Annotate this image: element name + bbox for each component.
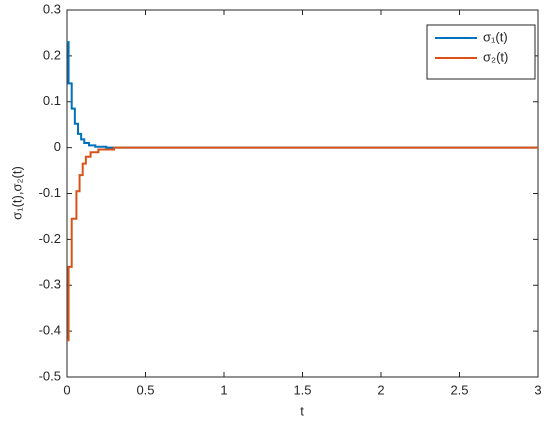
y-tick-label: 0.1 <box>43 93 61 108</box>
legend-label: σ₁(t) <box>483 29 508 44</box>
y-tick-label: 0 <box>54 139 61 154</box>
x-tick-label: 2 <box>377 382 384 397</box>
y-tick-label: 0.2 <box>43 47 61 62</box>
y-axis-label: σ₁(t),σ₂(t) <box>9 166 24 220</box>
x-tick-label: 0 <box>63 382 70 397</box>
y-tick-label: -0.3 <box>39 277 61 292</box>
series-line <box>67 41 538 149</box>
y-tick-label: -0.1 <box>39 185 61 200</box>
x-tick-label: 1.5 <box>293 382 311 397</box>
x-axis-label: t <box>300 403 304 418</box>
x-tick-label: 0.5 <box>136 382 154 397</box>
series-line <box>67 146 538 342</box>
x-tick-label: 3 <box>534 382 541 397</box>
legend-label: σ₂(t) <box>483 49 508 64</box>
y-tick-label: -0.4 <box>39 323 61 338</box>
legend-box <box>426 24 536 80</box>
x-tick-label: 2.5 <box>450 382 468 397</box>
y-tick-label: -0.2 <box>39 231 61 246</box>
x-tick-label: 1 <box>220 382 227 397</box>
y-tick-label: 0.3 <box>43 1 61 16</box>
y-tick-label: -0.5 <box>39 368 61 383</box>
